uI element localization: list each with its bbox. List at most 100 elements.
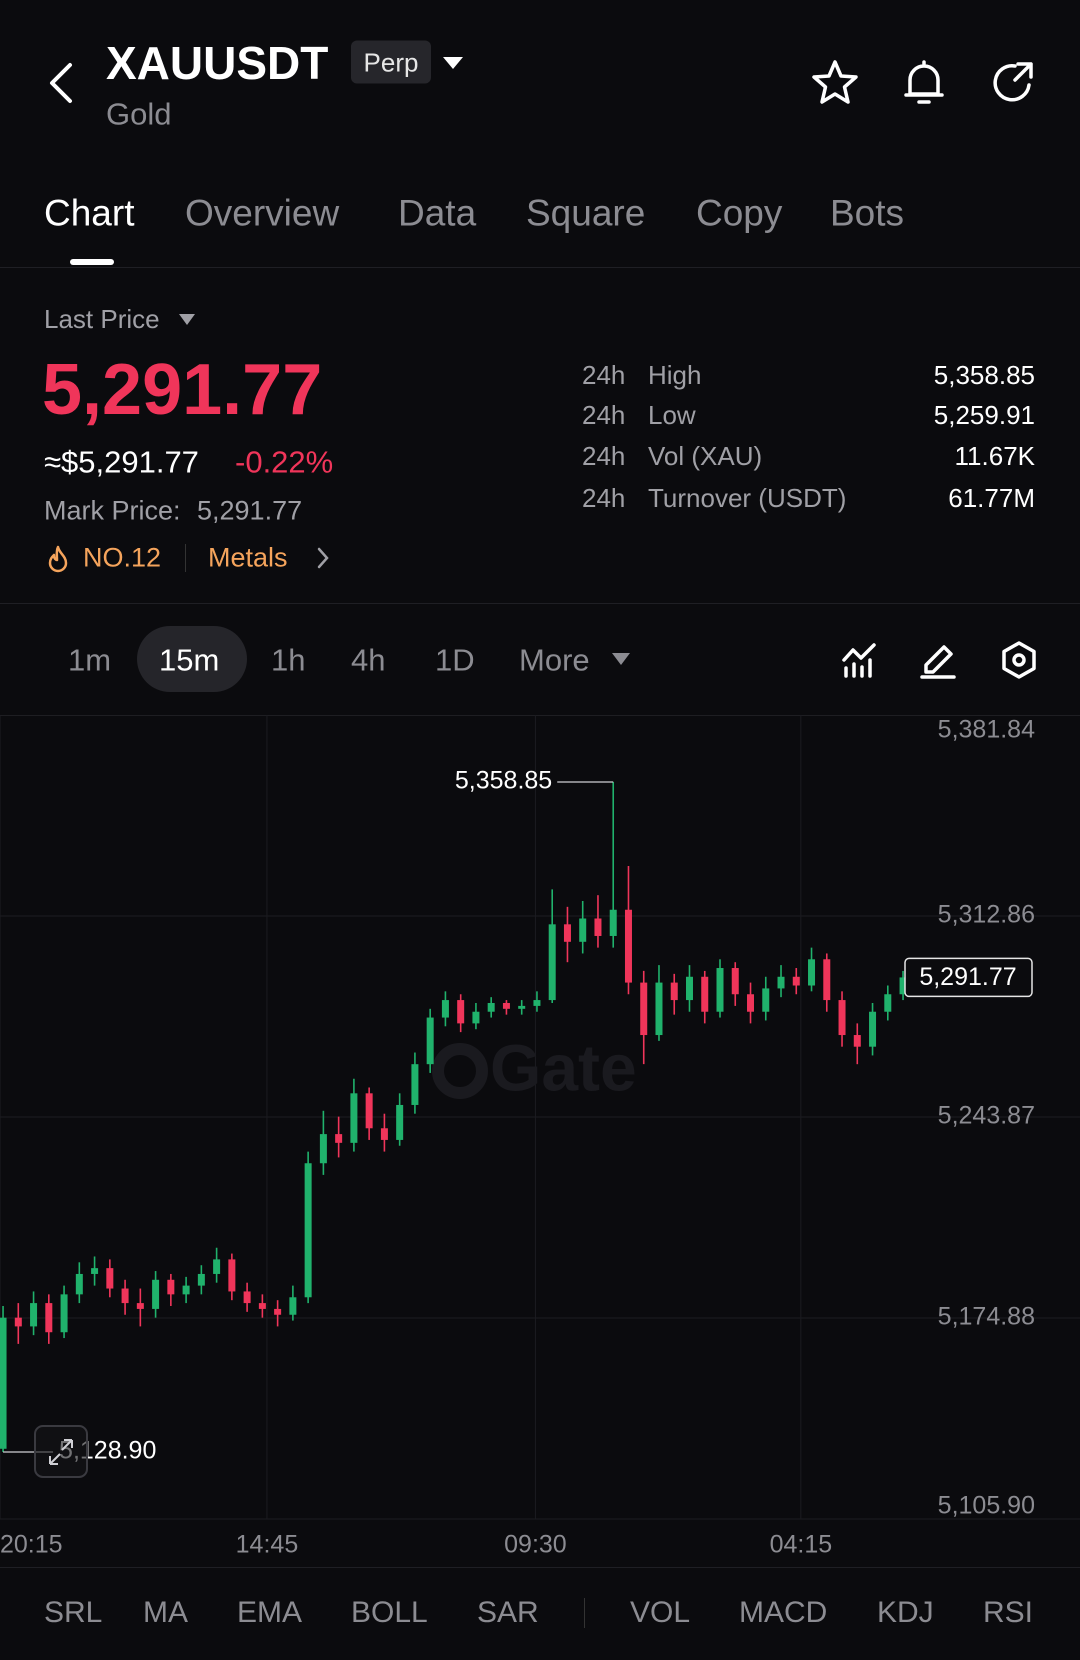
price-type[interactable]: Last Price: [44, 304, 160, 334]
indicator[interactable]: BOLL: [351, 1596, 428, 1629]
timeframe[interactable]: 15m: [159, 642, 220, 678]
usd-price: ≈$5,291.77: [44, 444, 199, 480]
last-price-label: 5,291.77: [919, 963, 1016, 991]
last-price: 5,291.77: [42, 350, 323, 430]
candle-body: [609, 909, 617, 936]
candle-body: [213, 1259, 221, 1274]
candle-body: [289, 1297, 297, 1315]
candle-body: [380, 1128, 388, 1140]
chevron[interactable]: [315, 546, 331, 570]
favorite-button[interactable]: [810, 58, 860, 108]
fullscreen-icon: [49, 1438, 73, 1465]
candle-body: [624, 909, 632, 983]
dropdown-caret[interactable]: [178, 313, 196, 326]
symbol: XAUUSDT: [106, 37, 329, 89]
stat-value: 5,259.91: [933, 400, 1035, 430]
indicator[interactable]: VOL: [630, 1596, 691, 1629]
candle-body: [838, 1000, 846, 1036]
candle-body: [121, 1288, 129, 1304]
candle-body: [899, 977, 907, 995]
tab[interactable]: Copy: [696, 192, 783, 234]
candle-body: [304, 1163, 312, 1298]
candle-body: [579, 918, 587, 942]
candle-body: [274, 1308, 282, 1315]
x-tick-label: 04:15: [770, 1531, 833, 1559]
indicator[interactable]: MA: [143, 1596, 188, 1629]
candle-body: [548, 924, 556, 1001]
indicator[interactable]: RSI: [983, 1596, 1034, 1629]
candle-body: [14, 1317, 22, 1327]
share-button[interactable]: [988, 58, 1038, 108]
candle-body: [136, 1303, 144, 1309]
stat-value: 11.67K: [954, 441, 1035, 471]
divider: [0, 1567, 1080, 1568]
divider: [0, 603, 1080, 604]
stat-period: 24h: [582, 483, 626, 513]
tab[interactable]: Square: [526, 192, 646, 234]
divider: [0, 267, 1080, 268]
stat-label: Turnover (USDT): [648, 483, 847, 513]
candle-body: [411, 1064, 419, 1105]
tab[interactable]: Bots: [830, 192, 905, 234]
mark-price-label: Mark Price:: [44, 495, 181, 526]
candle-body: [594, 918, 602, 936]
candle-body: [365, 1093, 373, 1129]
timeframe[interactable]: 4h: [351, 642, 386, 678]
candle-body: [808, 959, 816, 986]
y-tick-label: 5,174.88: [938, 1303, 1035, 1331]
back-button[interactable]: [44, 61, 76, 105]
candle-body: [823, 959, 831, 1001]
candle-body: [182, 1285, 190, 1295]
candle-body: [731, 968, 739, 995]
x-tick-label: 20:15: [0, 1531, 63, 1559]
candle-body: [884, 994, 892, 1012]
tab[interactable]: Overview: [185, 192, 340, 234]
candle-body: [563, 924, 571, 942]
candle-body: [762, 988, 770, 1012]
fullscreen-button[interactable]: [34, 1424, 88, 1478]
candle-body: [167, 1279, 175, 1295]
timeframe[interactable]: 1D: [435, 642, 475, 678]
candle-body: [853, 1035, 861, 1047]
mark-price: 5,291.77: [197, 495, 303, 526]
rank[interactable]: NO.12: [83, 542, 162, 573]
candle-body: [243, 1291, 251, 1304]
candle-body: [106, 1268, 114, 1289]
stat-value: 61.77M: [948, 483, 1035, 513]
active-timeframe-pill: [137, 626, 247, 692]
indicator[interactable]: SRL: [44, 1596, 103, 1629]
sector[interactable]: Metals: [208, 542, 288, 573]
candlestick-chart: 5,381.84 5,312.86 5,243.87 5,174.88 5,105.90…: [0, 715, 1080, 1559]
indicator[interactable]: MACD: [739, 1596, 828, 1629]
stat-period: 24h: [582, 441, 626, 471]
tab[interactable]: Chart: [44, 192, 135, 234]
stat-value: 5,358.85: [933, 360, 1035, 390]
dropdown-caret[interactable]: [611, 652, 631, 666]
stat-label: Vol (XAU): [648, 441, 763, 471]
timeframe[interactable]: More: [519, 642, 590, 678]
candle-body: [228, 1259, 236, 1292]
candle-body: [655, 982, 663, 1036]
candles: [0, 781, 907, 1452]
active-tab-indicator: [70, 259, 114, 265]
draw-button[interactable]: [918, 640, 958, 680]
settings-button[interactable]: [999, 640, 1039, 680]
alert-button[interactable]: [899, 58, 949, 108]
candle-body: [30, 1303, 38, 1327]
candle-body: [335, 1134, 343, 1143]
y-tick-label: 5,312.86: [938, 901, 1035, 929]
timeframe[interactable]: 1h: [271, 642, 306, 678]
candle-body: [60, 1294, 68, 1333]
tab[interactable]: Data: [398, 192, 477, 234]
contract-badge[interactable]: Perp: [351, 40, 431, 84]
asset-name: Gold: [106, 96, 172, 132]
timeframe[interactable]: 1m: [68, 642, 112, 678]
candle-body: [716, 968, 724, 1012]
indicator-button[interactable]: [840, 640, 880, 680]
indicator[interactable]: EMA: [237, 1596, 303, 1629]
indicator[interactable]: SAR: [477, 1596, 539, 1629]
candle-body: [75, 1273, 83, 1295]
dropdown-caret[interactable]: [442, 55, 464, 71]
indicator[interactable]: KDJ: [877, 1596, 934, 1629]
